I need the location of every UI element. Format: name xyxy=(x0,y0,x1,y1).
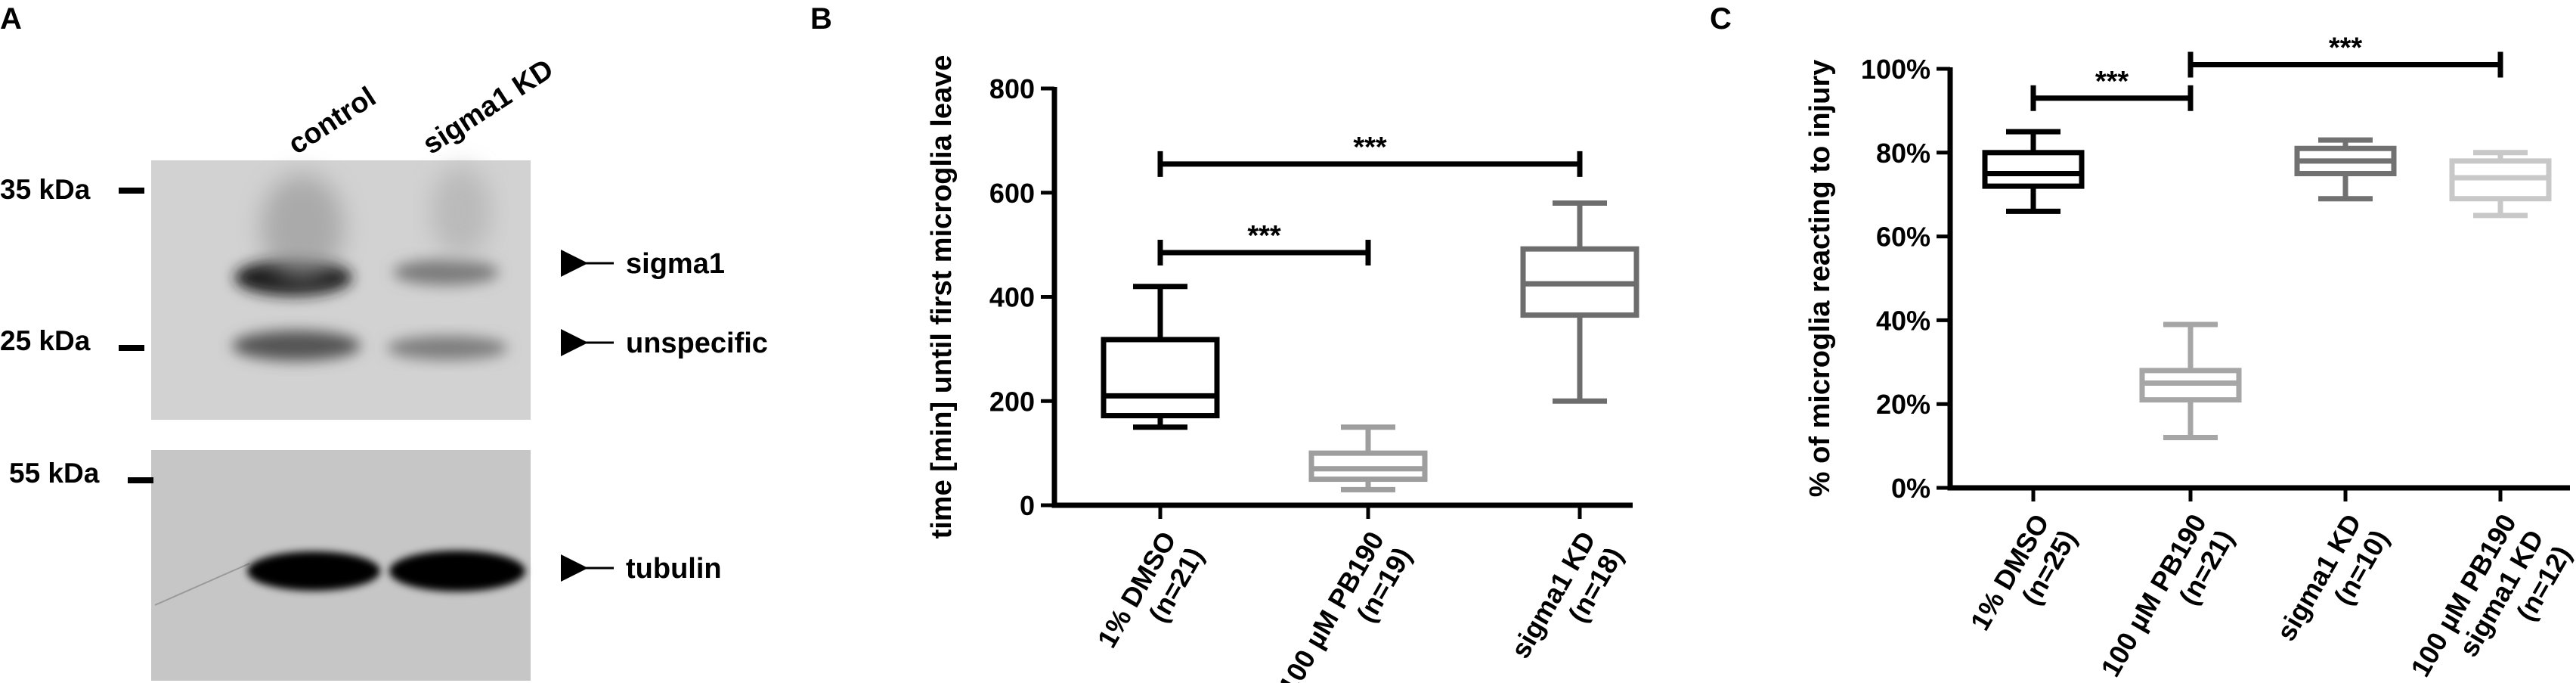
chart-c-box-iqr xyxy=(1982,150,2085,189)
chart-b-category-label: 1% DMSO(n=21) xyxy=(1091,526,1209,669)
panel-c-label: C xyxy=(1710,2,1732,36)
marker-35-kda: 35 kDa xyxy=(0,174,91,205)
chart-b-y-axis-title: time [min] until first microglia leave xyxy=(926,55,958,539)
band-control-tubulin xyxy=(247,551,380,591)
chart-c-box-3 xyxy=(2449,150,2552,219)
marker-55-tick xyxy=(128,477,153,483)
chart-c-box-2 xyxy=(2294,137,2397,202)
band-control-smear xyxy=(261,174,344,280)
panel-a-label: A xyxy=(0,2,22,36)
lane-label-sigma1-kd: sigma1 KD xyxy=(417,53,559,160)
blot-upper xyxy=(151,160,531,420)
chart-c-category-label: 100 µM PB190(n=21) xyxy=(2095,509,2240,683)
chart-c-category-label: sigma1 KD(n=10) xyxy=(2270,509,2395,663)
chart-c-category-label: 1% DMSO(n=25) xyxy=(1964,509,2082,652)
chart-c-box-1 xyxy=(2139,321,2242,441)
chart-b-category-label: sigma1 KD(n=18) xyxy=(1504,526,1629,680)
chart-b-box-iqr xyxy=(1101,337,1220,419)
lane-label-control: control xyxy=(283,81,382,160)
panel-b-label: B xyxy=(810,2,832,36)
label-unspecific: unspecific xyxy=(626,328,768,359)
band-kd-sigma1 xyxy=(393,259,499,285)
chart-c-ytick-label: 0% xyxy=(1891,473,1930,504)
chart-c-ytick-label: 20% xyxy=(1876,389,1930,420)
label-sigma1: sigma1 xyxy=(626,248,725,280)
band-kd-tubulin xyxy=(389,551,525,591)
chart-c-category-label: 100 µM PB190sigma1 KD(n=12) xyxy=(2404,509,2576,683)
chart-b-ytick-label: 0 xyxy=(1020,490,1035,521)
marker-55-kda: 55 kDa xyxy=(9,458,100,489)
chart-c-ytick-label: 100% xyxy=(1861,54,1930,85)
chart-c-significance: *** xyxy=(2030,66,2194,111)
marker-35-tick xyxy=(119,188,144,194)
chart-b-category-label: 100 µM PB190(n=19) xyxy=(1272,526,1417,683)
chart-b-sig-stars: *** xyxy=(1353,132,1387,163)
chart-b-ytick-label: 600 xyxy=(989,178,1035,209)
chart-b-box-2 xyxy=(1520,200,1639,404)
panel-b: B 0 200 400 600 800 time [min] until first mi… xyxy=(810,2,1639,683)
blot-scratch xyxy=(154,563,250,606)
blot-lower xyxy=(151,450,531,681)
chart-c-box-0 xyxy=(1982,129,2085,214)
chart-c-ytick-label: 40% xyxy=(1876,305,1930,336)
band-control-unspecific xyxy=(232,331,361,361)
chart-c-significance: *** xyxy=(2187,32,2503,78)
band-kd-unspecific xyxy=(387,336,508,360)
chart-b-ytick-label: 800 xyxy=(989,73,1035,104)
chart-c-sig-stars: *** xyxy=(2095,66,2129,98)
chart-b-significance: *** xyxy=(1157,220,1371,265)
chart-b-sig-stars: *** xyxy=(1247,220,1281,252)
marker-25-kda: 25 kDa xyxy=(0,325,91,356)
label-tubulin: tubulin xyxy=(626,553,722,585)
chart-b-box-0 xyxy=(1101,284,1220,430)
chart-b-significance: *** xyxy=(1157,132,1583,177)
chart-b: 0 200 400 600 800 time [min] until first micr… xyxy=(926,55,1639,683)
chart-c-y-axis-title: % of microglia reacting to injury xyxy=(1804,60,1836,498)
chart-c-ytick-label: 80% xyxy=(1876,138,1930,169)
chart-b-box-1 xyxy=(1308,424,1428,492)
panel-a: A control sigma1 KD 35 kDa 25 kDa 55 kDa xyxy=(0,2,768,681)
panel-c: C 0% 20% 40% 60% 80% 100% % of microglia react… xyxy=(1710,2,2576,683)
band-kd-smear xyxy=(431,166,491,257)
chart-c-ytick-label: 60% xyxy=(1876,222,1930,253)
chart-c-sig-stars: *** xyxy=(2329,32,2363,64)
chart-b-ytick-label: 400 xyxy=(989,282,1035,313)
chart-c: 0% 20% 40% 60% 80% 100% % of microglia reactin… xyxy=(1804,32,2576,683)
marker-25-tick xyxy=(119,345,144,351)
chart-b-ytick-label: 200 xyxy=(989,386,1035,417)
